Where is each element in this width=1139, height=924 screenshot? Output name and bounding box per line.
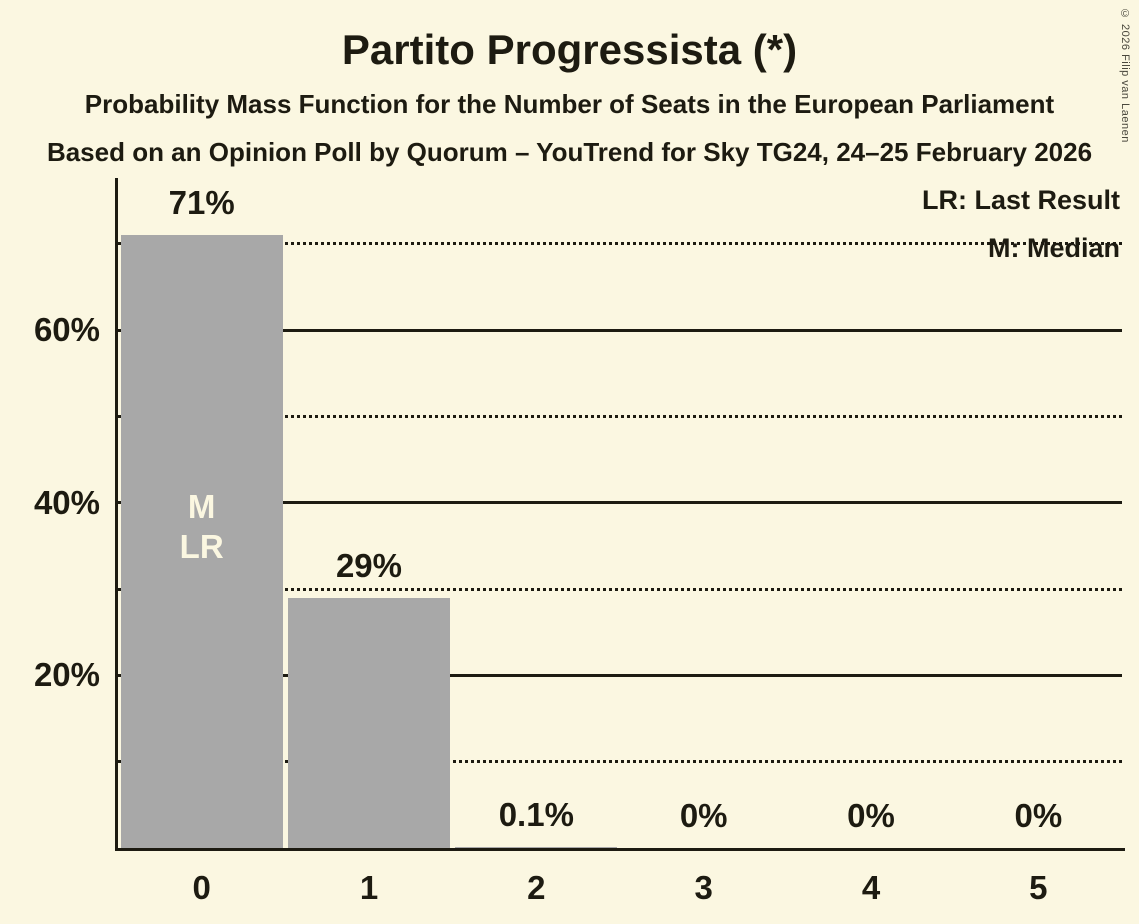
- bar-value-label-seat-2: 0.1%: [498, 796, 574, 834]
- x-tick-label-4: 4: [861, 869, 881, 906]
- x-tick-label-0: 0: [192, 869, 211, 906]
- bar-seat-0: [120, 235, 283, 848]
- y-tick-label-40: 40%: [33, 483, 100, 521]
- bar-value-label-seat-4: 0%: [847, 797, 895, 834]
- bar-seat-1: [288, 597, 450, 848]
- marker-line-m: M: [187, 488, 216, 525]
- chart-subtitle-2: Based on an Opinion Poll by Quorum – You…: [46, 137, 1093, 167]
- gridline-solid-60: [118, 328, 1122, 332]
- copyright-text: © 2026 Filip van Laenen: [1119, 8, 1131, 143]
- gridline-solid-20: [118, 673, 1122, 677]
- chart-subtitle: Probability Mass Function for the Number…: [84, 89, 1055, 119]
- y-tick-label-20: 20%: [33, 656, 100, 694]
- gridline-dotted-30: [118, 587, 1122, 591]
- x-tick-label-3: 3: [694, 869, 713, 906]
- y-tick-label-60: 60%: [33, 311, 100, 349]
- median-last-result-marker: M LR: [118, 487, 285, 567]
- x-axis-line: [115, 848, 1125, 851]
- gridline-dotted-70: [118, 242, 1122, 246]
- bar-value-label-seat-3: 0%: [679, 797, 728, 834]
- chart-title: Partito Progressista (*): [341, 26, 798, 73]
- marker-line-lr: LR: [179, 528, 224, 565]
- bar-value-label-seat-1: 29%: [335, 546, 403, 584]
- gridline-dotted-10: [118, 760, 1122, 764]
- legend-last-result: LR: Last Result: [921, 185, 1120, 215]
- y-axis-line: [115, 178, 118, 851]
- x-tick-label-1: 1: [359, 869, 379, 906]
- bar-value-label-seat-5: 0%: [1014, 797, 1063, 834]
- bar-seat-2: [455, 847, 618, 848]
- legend-median: M: Median: [988, 233, 1120, 263]
- gridline-solid-40: [118, 501, 1122, 505]
- bar-value-label-seat-0: 71%: [168, 184, 235, 222]
- x-tick-label-2: 2: [527, 869, 546, 906]
- pmf-plot-area: 71% 29% 0.1% 0% 0% 0% 20% 40% 60% 0 1 2 3 4 5 LR: La…: [34, 178, 1125, 906]
- x-tick-label-5: 5: [1029, 869, 1048, 906]
- gridline-dotted-50: [118, 415, 1122, 418]
